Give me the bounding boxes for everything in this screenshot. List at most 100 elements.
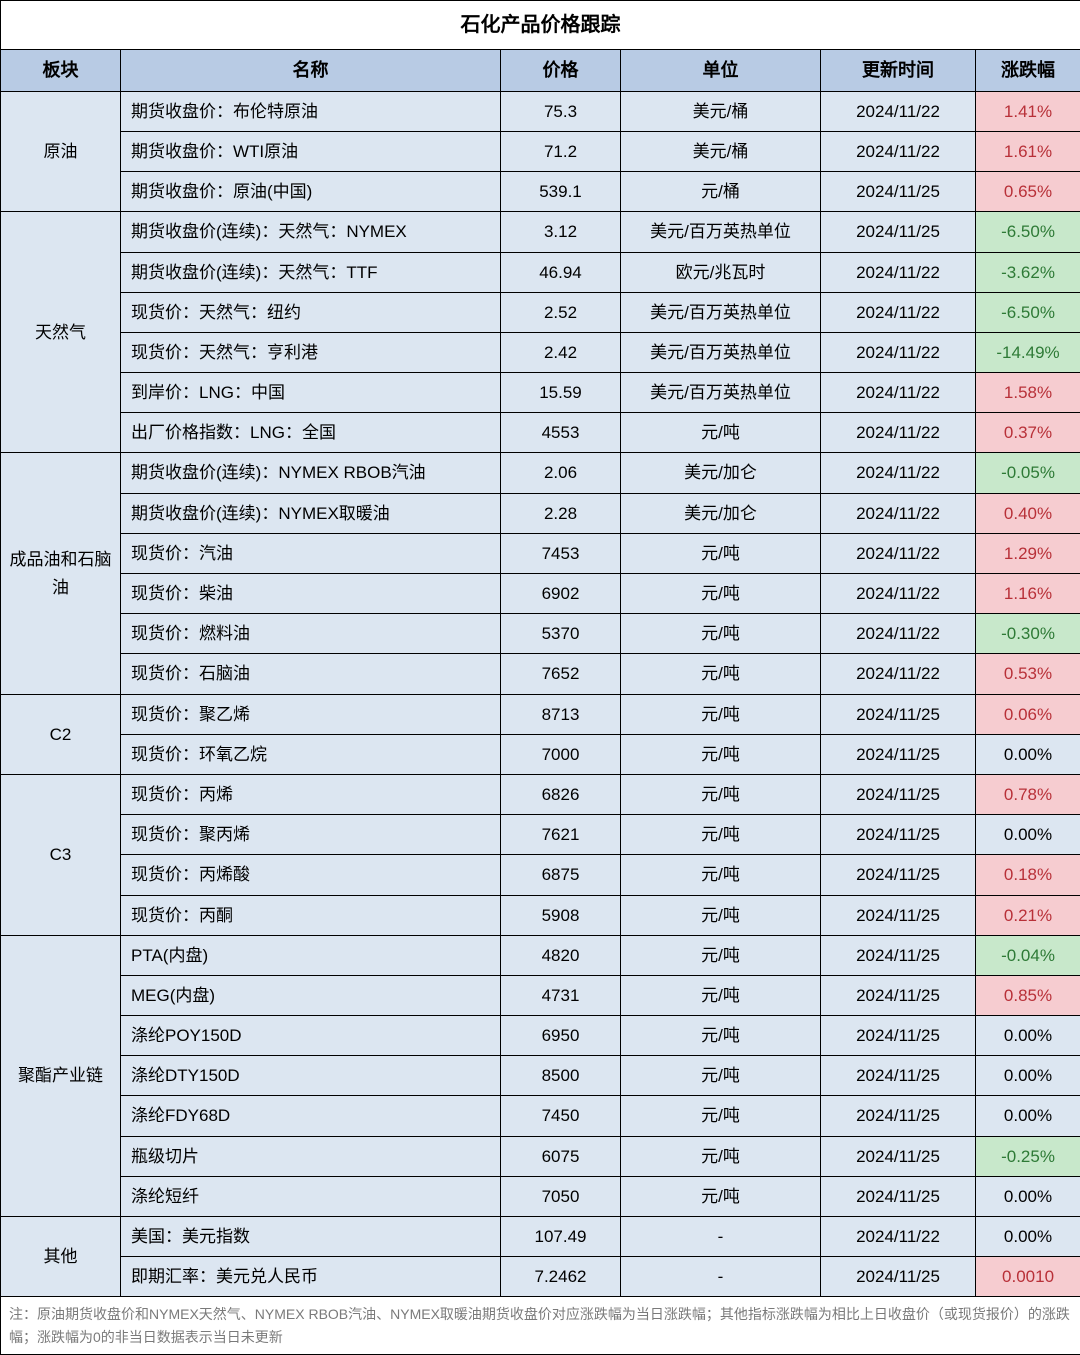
header-name: 名称 [121,50,501,92]
change-cell: 0.85% [976,975,1080,1015]
name-cell: 期货收盘价(连续)：天然气：NYMEX [121,212,501,252]
table-row: 涤纶短纤7050元/吨2024/11/250.00% [1,1176,1080,1216]
date-cell: 2024/11/25 [821,895,976,935]
table-row: 聚酯产业链PTA(内盘)4820元/吨2024/11/25-0.04% [1,935,1080,975]
change-cell: -0.05% [976,453,1080,493]
sector-cell: C3 [1,774,121,935]
change-cell: 1.16% [976,574,1080,614]
unit-cell: 元/吨 [621,815,821,855]
unit-cell: 元/吨 [621,1136,821,1176]
price-cell: 4820 [501,935,621,975]
change-cell: 1.58% [976,373,1080,413]
price-cell: 7.2462 [501,1257,621,1297]
date-cell: 2024/11/22 [821,373,976,413]
date-cell: 2024/11/25 [821,1136,976,1176]
table-title: 石化产品价格跟踪 [1,1,1080,50]
date-cell: 2024/11/25 [821,774,976,814]
date-cell: 2024/11/25 [821,1096,976,1136]
table-row: 现货价：天然气：纽约2.52美元/百万英热单位2024/11/22-6.50% [1,292,1080,332]
name-cell: 现货价：环氧乙烷 [121,734,501,774]
price-cell: 7652 [501,654,621,694]
price-cell: 6950 [501,1016,621,1056]
title-row: 石化产品价格跟踪 [1,1,1080,50]
name-cell: 即期汇率：美元兑人民币 [121,1257,501,1297]
price-cell: 2.42 [501,332,621,372]
name-cell: 现货价：天然气：亨利港 [121,332,501,372]
header-unit: 单位 [621,50,821,92]
price-cell: 46.94 [501,252,621,292]
date-cell: 2024/11/25 [821,1176,976,1216]
unit-cell: 元/吨 [621,975,821,1015]
name-cell: 期货收盘价(连续)：NYMEX RBOB汽油 [121,453,501,493]
price-cell: 6075 [501,1136,621,1176]
table-row: 期货收盘价(连续)：天然气：TTF46.94欧元/兆瓦时2024/11/22-3… [1,252,1080,292]
change-cell: 0.00% [976,1217,1080,1257]
date-cell: 2024/11/22 [821,413,976,453]
price-cell: 107.49 [501,1217,621,1257]
date-cell: 2024/11/25 [821,694,976,734]
unit-cell: 元/吨 [621,413,821,453]
name-cell: 现货价：石脑油 [121,654,501,694]
price-cell: 7050 [501,1176,621,1216]
price-cell: 8713 [501,694,621,734]
table-row: 成品油和石脑油期货收盘价(连续)：NYMEX RBOB汽油2.06美元/加仑20… [1,453,1080,493]
table-row: 现货价：天然气：亨利港2.42美元/百万英热单位2024/11/22-14.49… [1,332,1080,372]
name-cell: 现货价：燃料油 [121,614,501,654]
date-cell: 2024/11/25 [821,212,976,252]
table-row: 涤纶DTY150D8500元/吨2024/11/250.00% [1,1056,1080,1096]
unit-cell: 元/吨 [621,855,821,895]
table-row: 期货收盘价：WTI原油71.2美元/桶2024/11/221.61% [1,131,1080,171]
name-cell: 涤纶POY150D [121,1016,501,1056]
price-cell: 75.3 [501,91,621,131]
name-cell: 期货收盘价(连续)：天然气：TTF [121,252,501,292]
unit-cell: 美元/百万英热单位 [621,332,821,372]
change-cell: 0.00% [976,734,1080,774]
name-cell: 瓶级切片 [121,1136,501,1176]
unit-cell: 美元/百万英热单位 [621,373,821,413]
date-cell: 2024/11/22 [821,493,976,533]
price-cell: 6826 [501,774,621,814]
change-cell: 0.00% [976,1016,1080,1056]
date-cell: 2024/11/25 [821,1257,976,1297]
change-cell: -0.04% [976,935,1080,975]
price-cell: 7450 [501,1096,621,1136]
name-cell: 现货价：丙烯 [121,774,501,814]
unit-cell: 元/吨 [621,614,821,654]
change-cell: 1.29% [976,533,1080,573]
unit-cell: 美元/百万英热单位 [621,292,821,332]
name-cell: 期货收盘价(连续)：NYMEX取暖油 [121,493,501,533]
footnote-text: 注：原油期货收盘价和NYMEX天然气、NYMEX RBOB汽油、NYMEX取暖油… [1,1297,1080,1355]
name-cell: 涤纶FDY68D [121,1096,501,1136]
unit-cell: 美元/桶 [621,131,821,171]
unit-cell: 元/吨 [621,533,821,573]
sector-cell: 聚酯产业链 [1,935,121,1216]
unit-cell: 元/吨 [621,654,821,694]
name-cell: 现货价：柴油 [121,574,501,614]
price-tracking-table: 石化产品价格跟踪 板块 名称 价格 单位 更新时间 涨跌幅 原油期货收盘价：布伦… [0,0,1080,1355]
change-cell: 0.18% [976,855,1080,895]
price-cell: 5370 [501,614,621,654]
header-sector: 板块 [1,50,121,92]
table-row: 现货价：环氧乙烷7000元/吨2024/11/250.00% [1,734,1080,774]
date-cell: 2024/11/22 [821,1217,976,1257]
date-cell: 2024/11/25 [821,975,976,1015]
price-cell: 6875 [501,855,621,895]
change-cell: 0.00% [976,1056,1080,1096]
table-row: 现货价：燃料油5370元/吨2024/11/22-0.30% [1,614,1080,654]
table-row: 现货价：汽油7453元/吨2024/11/221.29% [1,533,1080,573]
unit-cell: 元/吨 [621,694,821,734]
price-cell: 71.2 [501,131,621,171]
date-cell: 2024/11/22 [821,614,976,654]
table-row: 现货价：柴油6902元/吨2024/11/221.16% [1,574,1080,614]
unit-cell: 美元/加仑 [621,493,821,533]
header-price: 价格 [501,50,621,92]
change-cell: 0.53% [976,654,1080,694]
sector-cell: 原油 [1,91,121,212]
date-cell: 2024/11/22 [821,453,976,493]
name-cell: 现货价：天然气：纽约 [121,292,501,332]
date-cell: 2024/11/22 [821,252,976,292]
price-cell: 15.59 [501,373,621,413]
price-cell: 6902 [501,574,621,614]
footnote-row: 注：原油期货收盘价和NYMEX天然气、NYMEX RBOB汽油、NYMEX取暖油… [1,1297,1080,1355]
change-cell: 0.78% [976,774,1080,814]
